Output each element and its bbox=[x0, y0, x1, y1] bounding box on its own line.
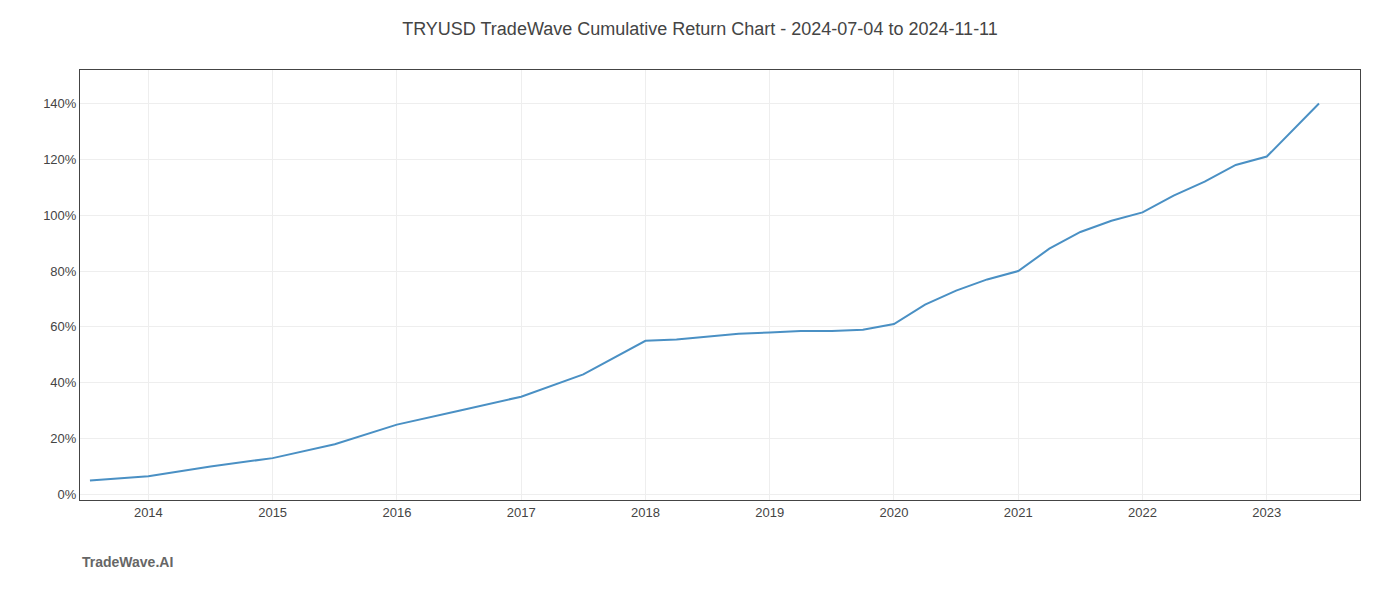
svg-text:2023: 2023 bbox=[1252, 505, 1281, 520]
svg-text:2015: 2015 bbox=[258, 505, 287, 520]
svg-text:2016: 2016 bbox=[382, 505, 411, 520]
svg-text:TRYUSD TradeWave Cumulative Re: TRYUSD TradeWave Cumulative Return Chart… bbox=[402, 19, 998, 39]
svg-text:60%: 60% bbox=[50, 319, 76, 334]
svg-text:2017: 2017 bbox=[507, 505, 536, 520]
svg-text:40%: 40% bbox=[50, 375, 76, 390]
svg-text:2020: 2020 bbox=[880, 505, 909, 520]
svg-text:2014: 2014 bbox=[134, 505, 163, 520]
svg-text:140%: 140% bbox=[43, 96, 77, 111]
svg-text:120%: 120% bbox=[43, 152, 77, 167]
svg-text:2022: 2022 bbox=[1128, 505, 1157, 520]
svg-text:2018: 2018 bbox=[631, 505, 660, 520]
svg-text:80%: 80% bbox=[50, 264, 76, 279]
svg-text:20%: 20% bbox=[50, 431, 76, 446]
svg-text:2019: 2019 bbox=[755, 505, 784, 520]
svg-text:TradeWave.AI: TradeWave.AI bbox=[82, 554, 173, 570]
svg-text:0%: 0% bbox=[58, 487, 77, 502]
svg-text:100%: 100% bbox=[43, 208, 77, 223]
svg-text:2021: 2021 bbox=[1004, 505, 1033, 520]
